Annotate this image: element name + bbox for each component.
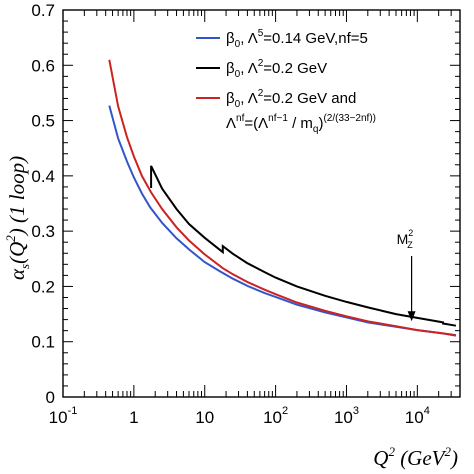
legend-label-3: β0, Λ2=0.2 GeV and <box>226 88 356 110</box>
x-axis-label: Q2 (GeV2) <box>373 444 458 470</box>
x-tick-label: 10 <box>195 408 214 427</box>
x-tick-label: 102 <box>263 405 288 427</box>
x-tick-label: 10-1 <box>49 405 78 427</box>
y-tick-label: 0.1 <box>31 333 55 352</box>
y-tick-label: 0.6 <box>31 56 55 75</box>
legend-label-2: β0, Λ2=0.2 GeV <box>226 58 327 80</box>
y-axis-label: αs(Q2) (1 loop) <box>3 156 32 280</box>
x-tick-label: 103 <box>334 405 359 427</box>
legend-label-3-cont: Λnf=(Λnf−1 / mq)(2/(33−2nf)) <box>226 113 376 135</box>
series-line-1 <box>108 105 457 337</box>
y-tick-label: 0.3 <box>31 222 55 241</box>
annotation-mz-arrowhead <box>407 311 416 322</box>
x-axis: 10-1 1 10 102 103 104 <box>49 10 461 427</box>
y-tick-label: 0.2 <box>31 277 55 296</box>
x-tick-label: 104 <box>405 405 430 427</box>
y-tick-label: 0.7 <box>31 1 55 20</box>
y-tick-label: 0.5 <box>31 112 55 131</box>
y-axis: 0 0.1 0.2 0.3 0.4 0.5 0.6 0.7 <box>31 1 460 407</box>
legend-label-1: β0, Λ5=0.14 GeV,nf=5 <box>226 28 368 50</box>
y-tick-label: 0 <box>46 388 55 407</box>
legend: β0, Λ5=0.14 GeV,nf=5 β0, Λ2=0.2 GeV β0, … <box>196 28 376 135</box>
annotation-mz-label: M2 Z <box>397 228 414 250</box>
x-tick-label: 1 <box>129 408 138 427</box>
series-line-3 <box>108 59 457 337</box>
plot-area <box>62 9 461 398</box>
y-tick-label: 0.4 <box>31 167 55 186</box>
annotation-mz: M2 Z <box>397 228 416 322</box>
plot-frame <box>62 9 461 398</box>
